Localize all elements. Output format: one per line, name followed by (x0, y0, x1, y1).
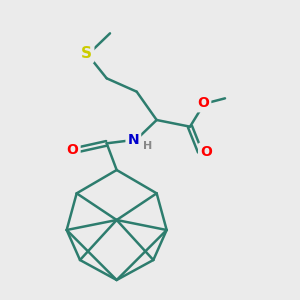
Text: O: O (197, 96, 209, 110)
Text: O: O (67, 143, 79, 157)
Text: N: N (128, 133, 139, 147)
Text: S: S (81, 46, 92, 61)
Text: H: H (143, 141, 152, 151)
Text: O: O (200, 145, 212, 159)
